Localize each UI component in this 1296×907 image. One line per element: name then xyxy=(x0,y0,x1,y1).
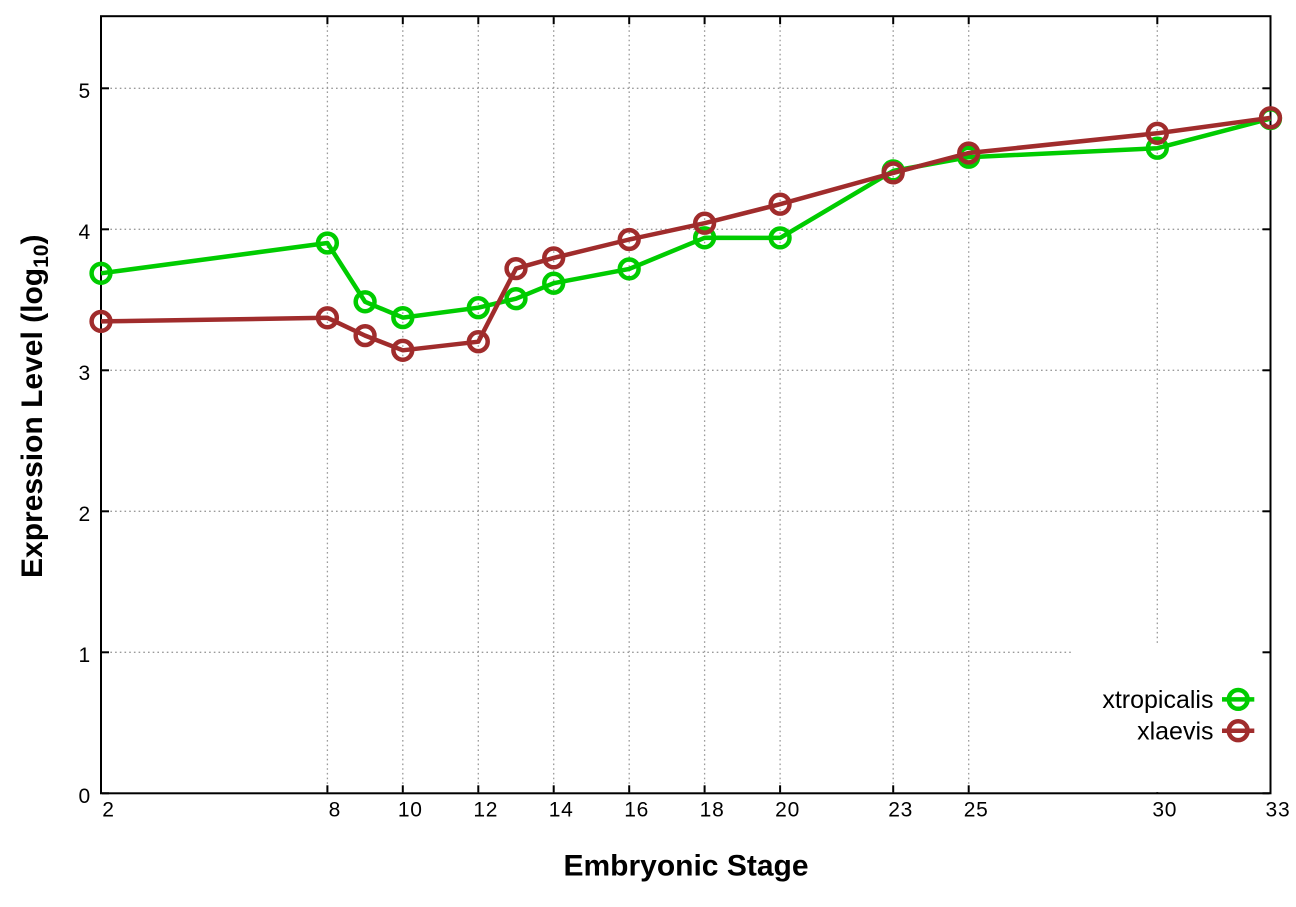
svg-text:3: 3 xyxy=(79,362,91,385)
svg-text:xtropicalis: xtropicalis xyxy=(1102,686,1213,714)
svg-text:20: 20 xyxy=(775,799,800,822)
svg-text:10: 10 xyxy=(398,799,423,822)
svg-text:Expression Level (log10): Expression Level (log10) xyxy=(16,235,53,578)
svg-text:16: 16 xyxy=(624,799,649,822)
svg-text:xlaevis: xlaevis xyxy=(1137,717,1213,745)
svg-text:33: 33 xyxy=(1266,799,1291,822)
svg-text:18: 18 xyxy=(700,799,725,822)
svg-text:Embryonic Stage: Embryonic Stage xyxy=(563,850,808,883)
svg-text:1: 1 xyxy=(79,644,91,667)
svg-text:8: 8 xyxy=(329,799,341,822)
svg-text:12: 12 xyxy=(473,799,498,822)
svg-text:14: 14 xyxy=(549,799,574,822)
svg-text:5: 5 xyxy=(79,80,91,103)
svg-text:25: 25 xyxy=(964,799,989,822)
svg-text:0: 0 xyxy=(79,785,91,808)
svg-text:2: 2 xyxy=(102,799,114,822)
svg-text:23: 23 xyxy=(888,799,913,822)
svg-text:2: 2 xyxy=(79,503,91,526)
svg-text:30: 30 xyxy=(1152,799,1177,822)
svg-text:4: 4 xyxy=(79,221,91,244)
